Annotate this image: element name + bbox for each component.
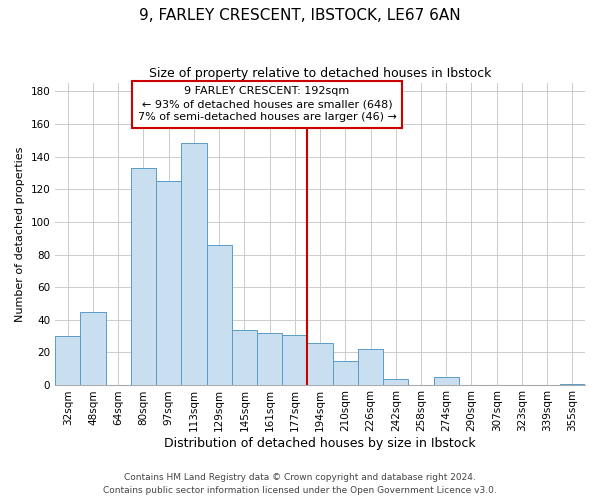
Title: Size of property relative to detached houses in Ibstock: Size of property relative to detached ho… xyxy=(149,68,491,80)
Bar xyxy=(434,377,459,385)
Y-axis label: Number of detached properties: Number of detached properties xyxy=(15,146,25,322)
Bar xyxy=(383,378,409,385)
Text: 9 FARLEY CRESCENT: 192sqm
← 93% of detached houses are smaller (648)
7% of semi-: 9 FARLEY CRESCENT: 192sqm ← 93% of detac… xyxy=(137,86,397,122)
Bar xyxy=(232,330,257,385)
Bar xyxy=(282,334,307,385)
X-axis label: Distribution of detached houses by size in Ibstock: Distribution of detached houses by size … xyxy=(164,437,476,450)
Bar xyxy=(181,144,206,385)
Bar xyxy=(560,384,585,385)
Bar xyxy=(332,360,358,385)
Bar xyxy=(358,349,383,385)
Bar xyxy=(156,181,181,385)
Bar xyxy=(131,168,156,385)
Bar xyxy=(257,333,282,385)
Text: 9, FARLEY CRESCENT, IBSTOCK, LE67 6AN: 9, FARLEY CRESCENT, IBSTOCK, LE67 6AN xyxy=(139,8,461,22)
Bar xyxy=(307,342,332,385)
Bar xyxy=(55,336,80,385)
Bar xyxy=(80,312,106,385)
Text: Contains HM Land Registry data © Crown copyright and database right 2024.
Contai: Contains HM Land Registry data © Crown c… xyxy=(103,473,497,495)
Bar xyxy=(206,244,232,385)
